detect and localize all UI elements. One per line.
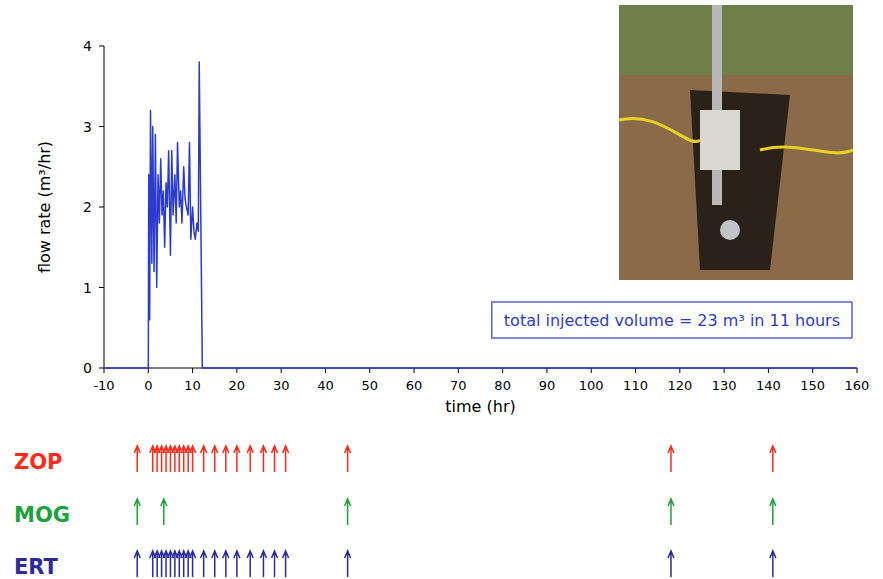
event-arrow (134, 551, 140, 577)
x-tick-label: 60 (406, 378, 423, 393)
x-tick-label: 150 (800, 378, 825, 393)
x-tick-label: 50 (361, 378, 378, 393)
event-arrow (668, 551, 674, 577)
x-tick-label: 140 (756, 378, 781, 393)
event-arrow (272, 551, 278, 577)
y-tick (99, 46, 104, 47)
chart: 01234-1001020304050607080901001101201301… (0, 0, 883, 579)
photo-pipe (712, 5, 722, 205)
annotation-box (492, 302, 852, 338)
x-tick-label: 80 (494, 378, 511, 393)
event-arrow (260, 446, 266, 472)
event-arrow (190, 551, 196, 577)
event-arrow (134, 446, 140, 472)
y-axis-title: flow rate (m³/hr) (35, 141, 54, 273)
x-tick-label: 10 (184, 378, 201, 393)
photo (619, 5, 853, 280)
photo-device (700, 110, 740, 170)
event-arrow (668, 446, 674, 472)
y-tick (99, 126, 104, 127)
y-tick-label: 1 (83, 280, 92, 296)
event-arrow (247, 551, 253, 577)
x-tick-label: 110 (623, 378, 648, 393)
photo-ground (619, 5, 853, 280)
event-arrow (668, 499, 674, 525)
event-arrow (770, 446, 776, 472)
event-arrow (201, 446, 207, 472)
x-tick-label: 70 (450, 378, 467, 393)
x-tick-label: 20 (229, 378, 246, 393)
event-arrow (134, 499, 140, 525)
event-arrow (234, 446, 240, 472)
event-arrow (190, 446, 196, 472)
event-arrow (770, 499, 776, 525)
y-tick-label: 3 (83, 119, 92, 135)
event-arrow (223, 551, 229, 577)
event-arrow (345, 551, 351, 577)
photo-cable (619, 118, 853, 153)
event-label: ZOP (14, 450, 62, 474)
event-arrow (234, 551, 240, 577)
flow-line (104, 62, 857, 368)
y-tick-label: 2 (83, 199, 92, 215)
event-arrow (345, 499, 351, 525)
photo-grass (619, 5, 853, 75)
event-arrow (283, 551, 289, 577)
event-arrow (201, 551, 207, 577)
x-axis-title: time (hr) (445, 397, 515, 416)
x-tick-label: 160 (845, 378, 870, 393)
event-arrow (212, 551, 218, 577)
event-arrow (212, 446, 218, 472)
event-arrow (247, 446, 253, 472)
y-tick (99, 207, 104, 208)
photo-trench (690, 90, 790, 270)
x-tick-label: 30 (273, 378, 290, 393)
event-arrow (770, 551, 776, 577)
y-tick (99, 287, 104, 288)
x-tick-label: 90 (539, 378, 556, 393)
event-arrow (345, 446, 351, 472)
event-arrow (260, 551, 266, 577)
x-tick (192, 368, 193, 373)
x-tick-label: -10 (93, 378, 114, 393)
event-label: MOG (14, 503, 70, 527)
event-arrow (272, 446, 278, 472)
y-tick-label: 4 (83, 38, 92, 54)
event-arrow (283, 446, 289, 472)
x-tick-label: 130 (712, 378, 737, 393)
annotation: total injected volume = 23 m³ in 11 hour… (504, 311, 840, 330)
event-label: ERT (14, 555, 59, 579)
event-arrow (161, 499, 167, 525)
photo-sensor (720, 220, 740, 240)
x-tick-label: 40 (317, 378, 334, 393)
x-tick-label: 0 (144, 378, 152, 393)
y-tick-label: 0 (83, 360, 92, 376)
event-arrow (223, 446, 229, 472)
x-tick-label: 120 (667, 378, 692, 393)
y-tick (99, 368, 104, 369)
x-tick-label: 100 (579, 378, 604, 393)
plot-area (104, 62, 857, 368)
